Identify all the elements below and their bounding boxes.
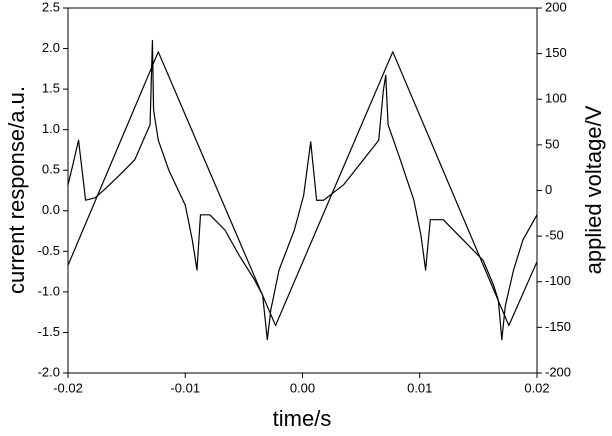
y2-tick-label: 50 <box>545 136 559 151</box>
x-tick-label: -0.01 <box>170 380 200 395</box>
y2-tick-label: 100 <box>545 91 567 106</box>
x-axis-title: time/s <box>273 406 332 431</box>
y2-tick-label: -150 <box>545 319 571 334</box>
x-tick-label: 0.02 <box>524 380 549 395</box>
x-tick-label: 0.00 <box>290 380 315 395</box>
y2-tick-label: -100 <box>545 273 571 288</box>
y-tick-label: 2.5 <box>42 0 60 14</box>
y2-tick-label: 150 <box>545 45 567 60</box>
y-tick-label: 1.0 <box>42 121 60 136</box>
y2-tick-label: -200 <box>545 364 571 379</box>
y-tick-label: -2.0 <box>38 364 60 379</box>
y-tick-label: -0.5 <box>38 243 60 258</box>
y2-axis-title: applied voltage/V <box>581 105 606 274</box>
y-tick-label: 2.0 <box>42 40 60 55</box>
y-tick-label: -1.5 <box>38 324 60 339</box>
x-tick-label: 0.01 <box>407 380 432 395</box>
data-line <box>67 39 538 341</box>
y2-tick-label: -50 <box>545 228 564 243</box>
y2-tick-label: 0 <box>545 182 552 197</box>
y-tick-label: 0.5 <box>42 162 60 177</box>
y-tick-label: 1.5 <box>42 81 60 96</box>
y-axis-title: current response/a.u. <box>4 86 29 294</box>
plot-frame <box>67 7 538 374</box>
y-tick-label: 0.0 <box>42 202 60 217</box>
y-tick-label: -1.0 <box>38 283 60 298</box>
y2-tick-label: 200 <box>545 0 567 14</box>
x-tick-label: -0.02 <box>53 380 83 395</box>
data-line <box>67 51 538 327</box>
